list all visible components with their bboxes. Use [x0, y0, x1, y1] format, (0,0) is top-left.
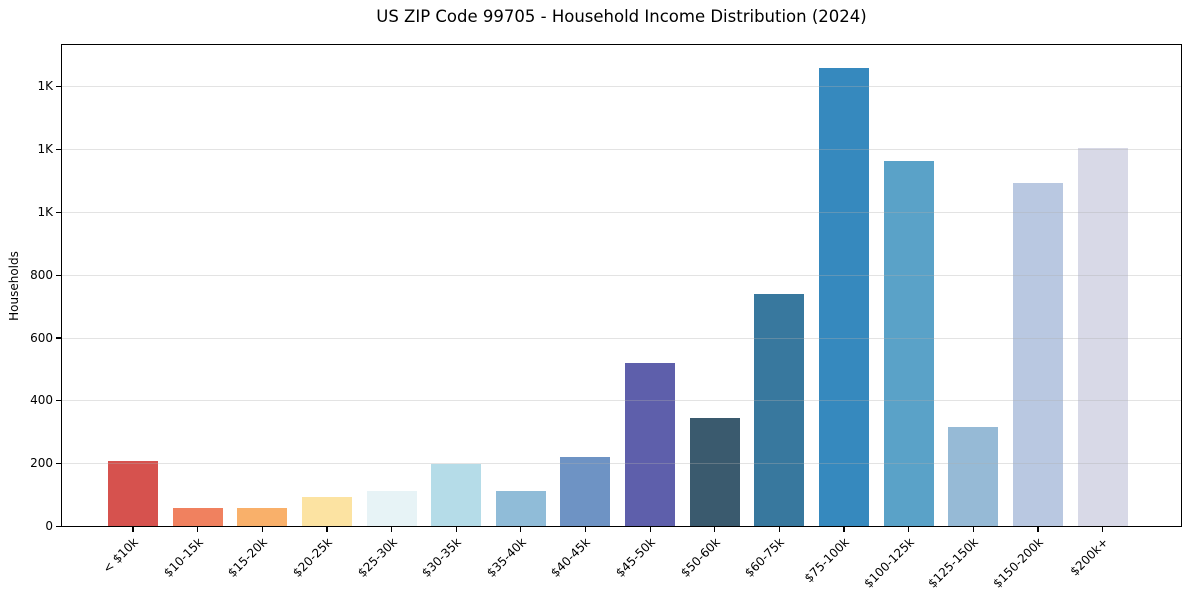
bar [754, 294, 805, 527]
gridline [62, 274, 1181, 276]
bar [1077, 148, 1128, 527]
bar [1012, 182, 1063, 527]
bar [108, 460, 158, 527]
y-tick-mark [55, 86, 61, 88]
x-tick-mark [455, 526, 457, 532]
x-tick-mark [261, 526, 263, 532]
y-tick-label: 600 [30, 330, 53, 345]
x-tick-mark [1102, 526, 1104, 532]
bar [366, 490, 417, 527]
y-tick-label: 1K [37, 79, 53, 94]
y-tick-mark [55, 400, 61, 402]
gridline [62, 337, 1181, 339]
gridline [62, 463, 1181, 465]
x-tick-mark [1037, 526, 1039, 532]
gridline [62, 211, 1181, 213]
x-tick-mark [520, 526, 522, 532]
y-tick-mark [55, 211, 61, 213]
y-tick-label: 1K [37, 142, 53, 157]
x-tick-mark [197, 526, 199, 532]
gridline [62, 400, 1181, 402]
x-tick-mark [649, 526, 651, 532]
x-tick-mark [132, 526, 134, 532]
y-tick-label: 1K [37, 204, 53, 219]
y-tick-mark [55, 148, 61, 151]
x-tick-mark [843, 526, 845, 532]
y-tick-mark [55, 337, 61, 339]
gridline [62, 86, 1181, 88]
bar [560, 457, 611, 527]
bar [819, 67, 870, 527]
y-tick-label: 400 [30, 393, 53, 408]
gridline [62, 149, 1181, 151]
bar [495, 490, 546, 527]
bar [689, 418, 740, 527]
x-tick-mark [584, 526, 587, 532]
x-tick-label: < $10k [100, 534, 141, 576]
y-tick-mark [55, 463, 61, 465]
x-tick-mark [714, 526, 716, 532]
bar [883, 160, 934, 527]
y-tick-label: 200 [30, 456, 53, 471]
bar [237, 507, 288, 527]
bar [301, 496, 352, 527]
chart-title: US ZIP Code 99705 - Household Income Dis… [376, 7, 867, 26]
x-tick-mark [908, 526, 910, 532]
y-tick-mark [55, 274, 61, 276]
x-tick-mark [778, 526, 780, 532]
x-tick-mark [326, 526, 328, 532]
y-tick-label: 0 [45, 519, 53, 533]
bar [625, 363, 676, 527]
x-tick-mark [390, 526, 393, 532]
y-tick-mark [55, 525, 61, 528]
bar [172, 507, 223, 527]
x-tick-mark [972, 526, 974, 532]
bar [948, 426, 999, 527]
y-tick-label: 800 [30, 267, 53, 282]
bar [431, 463, 482, 527]
